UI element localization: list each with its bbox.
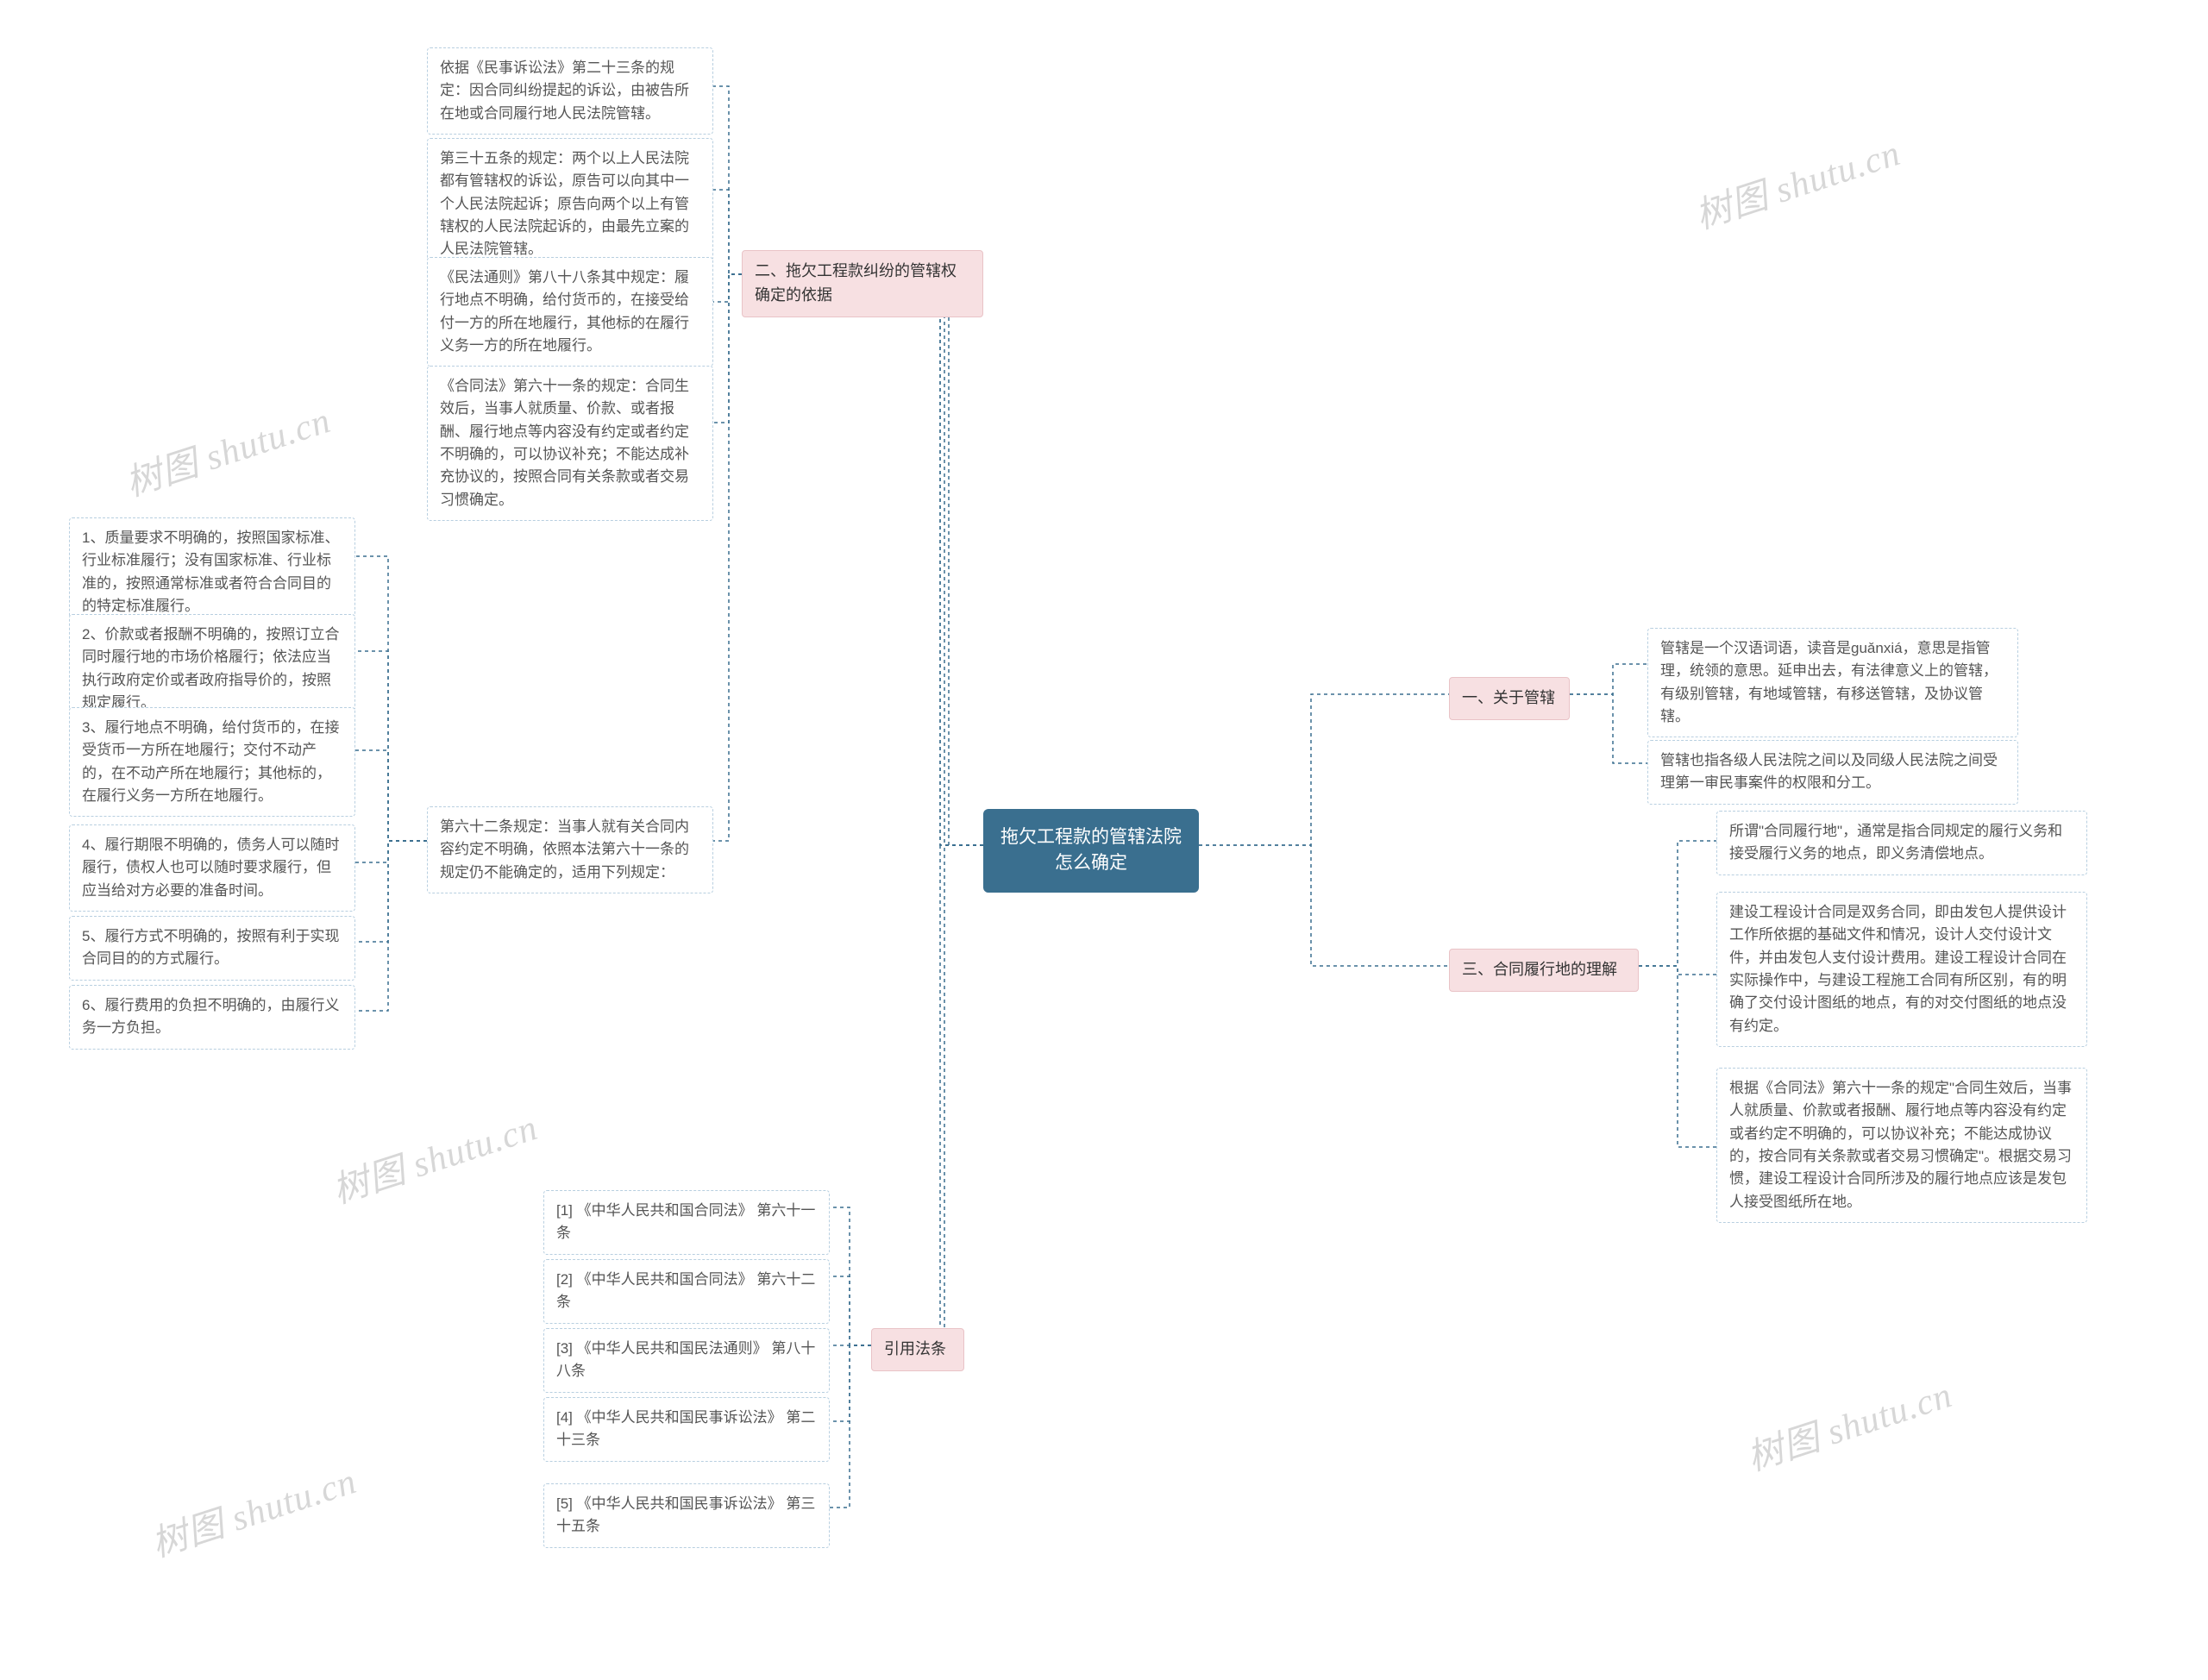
leaf-l4b: [2] 《中华人民共和国合同法》 第六十二条 bbox=[543, 1259, 830, 1324]
leaf-l4c: [3] 《中华人民共和国民法通则》 第八十八条 bbox=[543, 1328, 830, 1393]
watermark: 树图 shutu.cn bbox=[325, 1098, 543, 1213]
leaf-l4a: [1] 《中华人民共和国合同法》 第六十一条 bbox=[543, 1190, 830, 1255]
leaf-l2d: 《合同法》第六十一条的规定：合同生效后，当事人就质量、价款、或者报酬、履行地点等… bbox=[427, 366, 713, 521]
center-node: 拖欠工程款的管辖法院怎么确定 bbox=[983, 809, 1199, 893]
watermark: 树图 shutu.cn bbox=[118, 391, 336, 506]
leaf-r1b: 管辖也指各级人民法院之间以及同级人民法院之间受理第一审民事案件的权限和分工。 bbox=[1647, 740, 2018, 805]
leaf-l2e1: 1、质量要求不明确的，按照国家标准、行业标准履行；没有国家标准、行业标准的，按照… bbox=[69, 517, 355, 627]
leaf-l4d: [4] 《中华人民共和国民事诉讼法》 第二十三条 bbox=[543, 1397, 830, 1462]
leaf-l2e4: 4、履行期限不明确的，债务人可以随时履行，债权人也可以随时要求履行，但应当给对方… bbox=[69, 824, 355, 912]
leaf-l2e5: 5、履行方式不明确的，按照有利于实现合同目的的方式履行。 bbox=[69, 916, 355, 981]
leaf-l2c: 《民法通则》第八十八条其中规定：履行地点不明确，给付货币的，在接受给付一方的所在… bbox=[427, 257, 713, 367]
branch-r3: 三、合同履行地的理解 bbox=[1449, 949, 1639, 992]
leaf-l2a: 依据《民事诉讼法》第二十三条的规定：因合同纠纷提起的诉讼，由被告所在地或合同履行… bbox=[427, 47, 713, 135]
leaf-r1a: 管辖是一个汉语词语，读音是guǎnxiá，意思是指管理，统领的意思。延申出去，有… bbox=[1647, 628, 2018, 737]
leaf-l2b: 第三十五条的规定：两个以上人民法院都有管辖权的诉讼，原告可以向其中一个人民法院起… bbox=[427, 138, 713, 271]
branch-l2: 二、拖欠工程款纠纷的管辖权确定的依据 bbox=[742, 250, 983, 317]
leaf-r3c: 根据《合同法》第六十一条的规定"合同生效后，当事人就质量、价款或者报酬、履行地点… bbox=[1716, 1068, 2087, 1223]
leaf-r3b: 建设工程设计合同是双务合同，即由发包人提供设计工作所依据的基础文件和情况，设计人… bbox=[1716, 892, 2087, 1047]
watermark: 树图 shutu.cn bbox=[1688, 123, 1906, 239]
branch-l4: 引用法条 bbox=[871, 1328, 964, 1371]
leaf-l2e3: 3、履行地点不明确，给付货币的，在接受货币一方所在地履行；交付不动产的，在不动产… bbox=[69, 707, 355, 817]
leaf-l2e: 第六十二条规定：当事人就有关合同内容约定不明确，依照本法第六十一条的规定仍不能确… bbox=[427, 806, 713, 893]
leaf-r3a: 所谓"合同履行地"，通常是指合同规定的履行义务和接受履行义务的地点，即义务清偿地… bbox=[1716, 811, 2087, 875]
watermark: 树图 shutu.cn bbox=[144, 1451, 362, 1567]
branch-r1: 一、关于管辖 bbox=[1449, 677, 1570, 720]
watermark: 树图 shutu.cn bbox=[1740, 1365, 1958, 1481]
leaf-l4e: [5] 《中华人民共和国民事诉讼法》 第三十五条 bbox=[543, 1483, 830, 1548]
leaf-l2e6: 6、履行费用的负担不明确的，由履行义务一方负担。 bbox=[69, 985, 355, 1050]
